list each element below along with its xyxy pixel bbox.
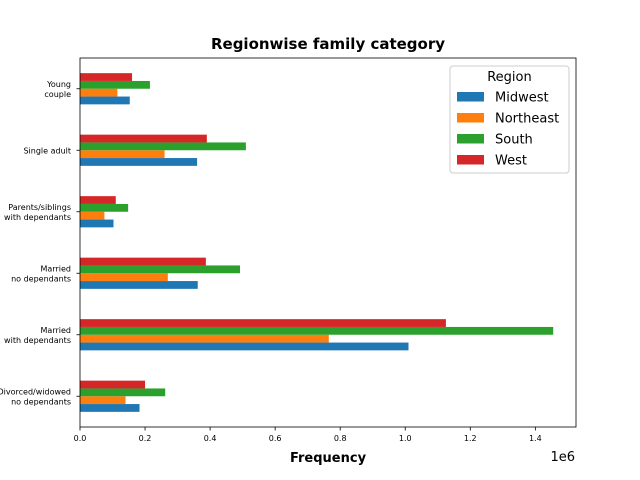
x-tick-label: 1.0 — [399, 434, 412, 443]
y-tick-label: with dependants — [4, 336, 71, 345]
plot-area — [80, 73, 554, 412]
x-axis-label: Frequency — [290, 451, 367, 466]
x-axis: 0.0 0.2 0.4 0.6 0.8 1.0 1.2 1.4 — [74, 427, 542, 443]
bar-northeast-married-with-dependants — [80, 334, 329, 343]
bar-west-married-no-dependants — [80, 257, 206, 266]
legend-label-south: South — [495, 133, 533, 148]
y-tick-label: Parents/siblings — [8, 203, 71, 212]
x-tick-label: 0.4 — [204, 434, 217, 443]
legend-swatch-south — [457, 134, 484, 144]
legend-label-northeast: Northeast — [495, 112, 559, 127]
x-tick-label: 0.0 — [74, 434, 87, 443]
legend-label-midwest: Midwest — [495, 91, 549, 106]
bar-midwest-married-with-dependants — [80, 342, 409, 351]
y-tick-label: no dependants — [11, 397, 71, 406]
y-tick-label: couple — [44, 90, 71, 99]
x-tick-label: 0.6 — [269, 434, 282, 443]
y-tick-label: Divorced/widowed — [0, 387, 71, 396]
bar-south-young-couple — [80, 80, 150, 89]
bar-west-married-with-dependants — [80, 319, 446, 327]
axes-frame — [79, 57, 577, 428]
x-offset-text: 1e6 — [550, 450, 575, 465]
bar-midwest-divorced-widowed-no-dependants — [80, 404, 140, 412]
bar-south-married-no-dependants — [80, 265, 241, 274]
y-tick-label: Married — [41, 264, 71, 273]
bar-south-single-adult — [80, 142, 246, 151]
y-tick-label: Single adult — [23, 146, 71, 155]
bar-midwest-parents-siblings-with-dependants — [80, 219, 114, 228]
y-tick-label: no dependants — [11, 274, 71, 283]
bar-west-parents-siblings-with-dependants — [80, 196, 116, 204]
legend-swatch-northeast — [457, 113, 484, 123]
bar-west-divorced-widowed-no-dependants — [80, 380, 146, 389]
bar-south-divorced-widowed-no-dependants — [80, 388, 166, 397]
bar-south-parents-siblings-with-dependants — [80, 203, 129, 212]
legend-swatch-midwest — [457, 92, 484, 102]
x-tick-label: 1.4 — [529, 434, 542, 443]
legend-title: Region — [487, 70, 532, 85]
bar-northeast-parents-siblings-with-dependants — [80, 211, 105, 220]
y-tick-label: Married — [41, 326, 71, 335]
bar-midwest-married-no-dependants — [80, 281, 198, 289]
bar-west-single-adult — [80, 134, 207, 143]
y-tick-label: with dependants — [4, 213, 71, 222]
bar-midwest-young-couple — [80, 96, 130, 105]
bar-west-young-couple — [80, 73, 133, 81]
legend-label-west: West — [495, 154, 527, 169]
bar-northeast-young-couple — [80, 88, 118, 97]
legend-swatch-west — [457, 155, 484, 165]
bar-south-married-with-dependants — [80, 326, 554, 335]
y-tick-label: Young — [46, 80, 71, 89]
bar-midwest-single-adult — [80, 158, 198, 166]
x-tick-label: 1.2 — [464, 434, 477, 443]
legend: Region Midwest Northeast South West — [449, 65, 570, 174]
x-tick-label: 0.8 — [334, 434, 347, 443]
bar-northeast-single-adult — [80, 150, 165, 159]
bar-northeast-divorced-widowed-no-dependants — [80, 396, 126, 405]
chart-title: Regionwise family category — [211, 35, 445, 53]
x-tick-label: 0.2 — [139, 434, 152, 443]
bar-northeast-married-no-dependants — [80, 273, 168, 282]
